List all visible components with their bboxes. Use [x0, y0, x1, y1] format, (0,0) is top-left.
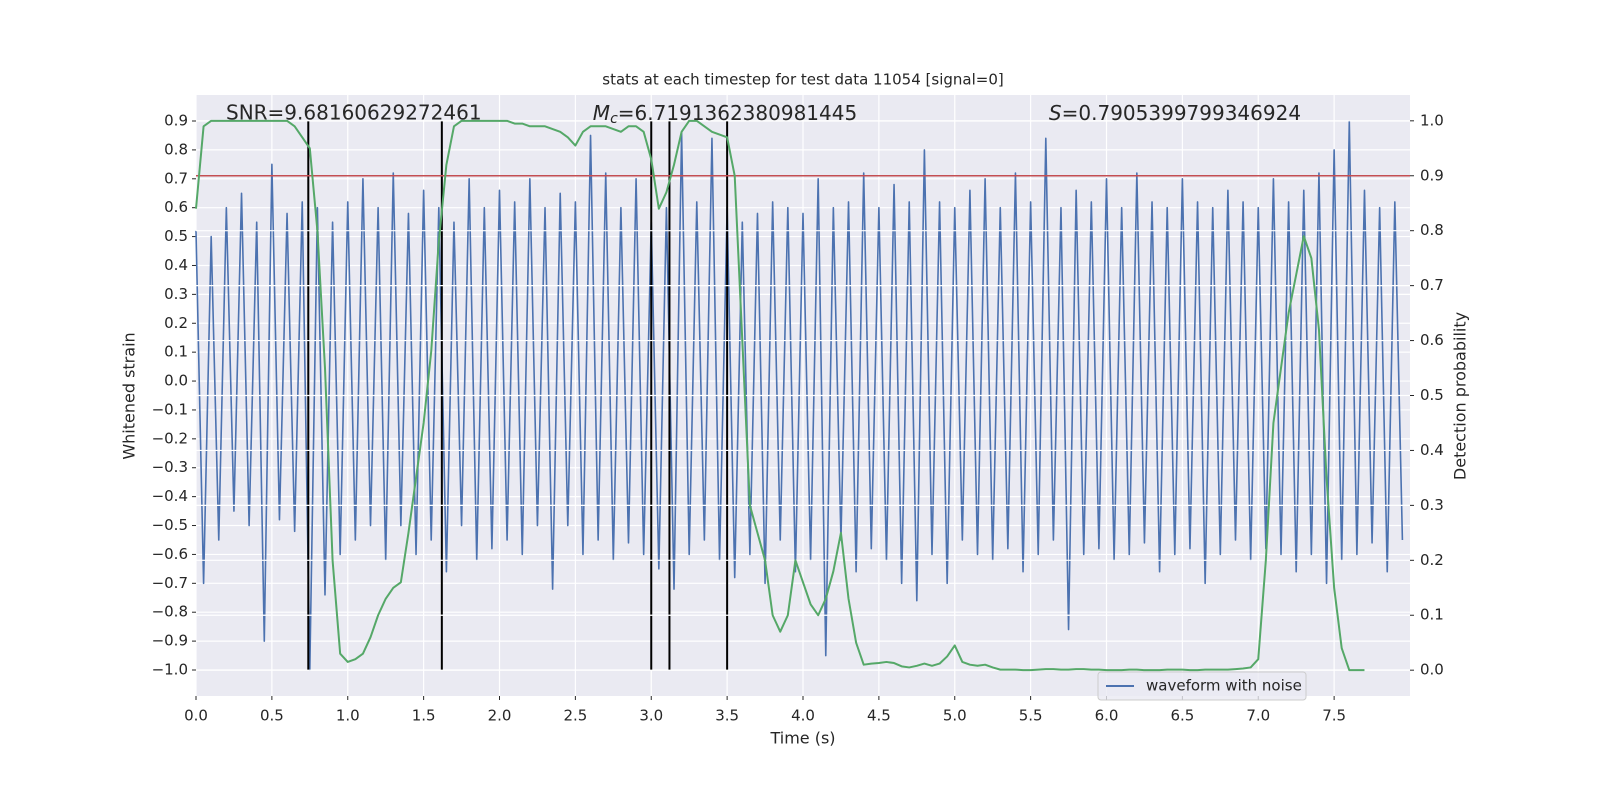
- y-tick-label: −0.5: [152, 516, 188, 534]
- y-tick-label: −0.1: [152, 400, 188, 418]
- y2-tick-label: 0.8: [1420, 221, 1444, 239]
- y-tick-label: −0.3: [152, 458, 188, 476]
- x-tick-label: 1.0: [336, 707, 360, 725]
- legend-box: [1097, 671, 1307, 701]
- x-tick-label: 7.5: [1322, 707, 1346, 725]
- annotation-text: =0.7905399799346924: [1062, 101, 1301, 125]
- x-tick-label: 4.0: [791, 707, 815, 725]
- annotation: Mc=6.7191362380981445: [593, 101, 857, 128]
- chart-title: stats at each timestep for test data 110…: [602, 71, 1003, 89]
- annotation-text: =6.7191362380981445: [618, 101, 857, 125]
- y-axis-label: Whitened strain: [120, 332, 139, 459]
- annotation-symbol: S: [1049, 101, 1062, 125]
- x-tick-label: 6.0: [1095, 707, 1119, 725]
- data-line: [195, 120, 1404, 671]
- y2-tick-label: 0.3: [1420, 496, 1444, 514]
- y-tick-label: 0.9: [164, 112, 188, 130]
- x-tick-label: 3.5: [715, 707, 739, 725]
- x-tick-label: 2.0: [488, 707, 512, 725]
- y-tick-label: −1.0: [152, 660, 188, 678]
- y-tick-label: −0.2: [152, 429, 188, 447]
- x-tick-label: 0.0: [184, 707, 208, 725]
- annotation-symbol: M: [593, 101, 610, 125]
- x-tick-label: 7.0: [1246, 707, 1270, 725]
- x-tick-label: 6.5: [1170, 707, 1194, 725]
- legend-label: waveform with noise: [1146, 677, 1302, 695]
- y-tick-label: −0.6: [152, 545, 188, 563]
- x-tick-label: 2.5: [563, 707, 587, 725]
- x-tick-label: 4.5: [867, 707, 891, 725]
- y2-tick-label: 0.2: [1420, 551, 1444, 569]
- y-tick-label: 0.4: [164, 256, 188, 274]
- y-tick-label: 0.6: [164, 198, 188, 216]
- data-line: [195, 119, 1365, 672]
- y-tick-label: −0.9: [152, 632, 188, 650]
- y2-tick-label: 0.5: [1420, 386, 1444, 404]
- y2-tick-label: 0.0: [1420, 661, 1444, 679]
- y-tick-label: 0.2: [164, 314, 188, 332]
- y2-tick-label: 0.1: [1420, 606, 1444, 624]
- y-tick-label: −0.4: [152, 487, 188, 505]
- x-tick-label: 1.5: [412, 707, 436, 725]
- annotation: S=0.7905399799346924: [1049, 101, 1301, 125]
- y-tick-label: −0.7: [152, 574, 188, 592]
- y2-axis-label: Detection probability: [1451, 312, 1470, 480]
- y2-tick-label: 0.4: [1420, 441, 1444, 459]
- x-tick-label: 0.5: [260, 707, 284, 725]
- y-tick-label: 0.0: [164, 372, 188, 390]
- y-tick-label: 0.3: [164, 285, 188, 303]
- x-tick-label: 5.5: [1019, 707, 1043, 725]
- y-tick-label: 0.5: [164, 227, 188, 245]
- annotation-subscript: c: [610, 111, 618, 127]
- y-tick-label: 0.1: [164, 343, 188, 361]
- y-tick-label: 0.7: [164, 169, 188, 187]
- y-tick-label: −0.8: [152, 603, 188, 621]
- y2-tick-label: 0.7: [1420, 276, 1444, 294]
- y2-tick-label: 1.0: [1420, 111, 1444, 129]
- annotation: SNR=9.68160629272461: [226, 101, 482, 125]
- y-tick-label: 0.8: [164, 140, 188, 158]
- x-tick-label: 3.0: [639, 707, 663, 725]
- y2-tick-label: 0.9: [1420, 166, 1444, 184]
- x-tick-label: 5.0: [943, 707, 967, 725]
- x-axis-label: Time (s): [769, 729, 835, 748]
- y2-tick-label: 0.6: [1420, 331, 1444, 349]
